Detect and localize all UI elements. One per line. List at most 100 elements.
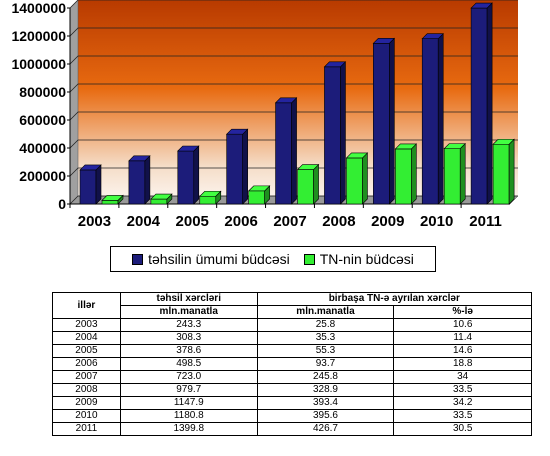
y-tick-label: 1000000 (11, 56, 66, 72)
table-row: 2010 1180.8 395.6 33.5 (52, 409, 532, 423)
bar-side (508, 138, 515, 205)
table-row: 2003 243.3 25.8 10.6 (52, 318, 532, 332)
bar-total-budget (323, 61, 347, 205)
bar-top (274, 97, 298, 104)
bar-top (247, 185, 271, 192)
y-tick-label: 0 (58, 196, 66, 212)
bar-front (177, 150, 195, 205)
cell-tn-percent: 18.8 (393, 357, 532, 371)
bar-side (313, 163, 319, 205)
cell-edu-expense: 378.6 (119, 344, 258, 358)
x-tick-label: 2011 (469, 213, 502, 230)
legend-swatch-total (132, 253, 144, 265)
bar-total-budget (470, 2, 493, 205)
cell-year: 2011 (52, 422, 121, 436)
table-header-row: illər təhsil xərcləri birbaşa TN-ə ayrıl… (52, 292, 533, 319)
table-row: 2005 378.6 55.3 14.6 (52, 344, 532, 358)
bar-tn-budget (296, 163, 320, 205)
bar-front (421, 38, 439, 205)
x-tick-label: 2004 (127, 213, 161, 230)
chart-legend: təhsilin ümumi büdcəsi TN-nin büdcəsi (110, 246, 436, 272)
bar-front (101, 200, 119, 205)
bar-front (275, 102, 292, 205)
cell-tn-expense: 328.9 (256, 383, 395, 397)
bar-tn-budget (394, 143, 418, 205)
x-axis: 2003 2004 2005 2006 2007 2008 2009 2010 2011 (69, 203, 510, 230)
cell-year: 2005 (52, 344, 121, 358)
cell-tn-expense: 93.7 (256, 357, 395, 371)
x-tick-label: 2007 (273, 213, 306, 230)
bar-side (437, 32, 444, 205)
bar-front (199, 195, 217, 205)
y-tick-label: 1400000 (11, 0, 66, 16)
cell-year: 2010 (52, 409, 121, 423)
bars (79, 2, 515, 205)
bar-tn-budget (199, 190, 222, 205)
bar-total-budget (421, 32, 444, 205)
legend-item-tn: TN-nin büdcəsi (303, 251, 414, 267)
y-tick-label: 800000 (19, 84, 66, 100)
cell-year: 2007 (52, 370, 121, 384)
bar-top (394, 143, 418, 150)
bar-tn-budget (247, 185, 271, 205)
table-row: 2008 979.7 328.9 33.5 (52, 383, 532, 397)
cell-tn-percent: 34.2 (393, 396, 532, 410)
bar-side (389, 37, 395, 205)
grid-line (69, 195, 518, 205)
cell-edu-expense: 308.3 (119, 331, 258, 345)
cell-year: 2009 (52, 396, 121, 410)
bar-tn-budget (150, 193, 173, 205)
data-table: illər təhsil xərcləri birbaşa TN-ə ayrıl… (52, 292, 533, 436)
bar-top (345, 152, 369, 159)
table-subheader-row: mln.manatla mln.manatla %-lə (53, 305, 532, 319)
x-tick-label: 2005 (176, 213, 209, 230)
cell-edu-expense: 979.7 (119, 383, 258, 397)
grid-line (69, 27, 518, 37)
bar-side (340, 61, 346, 205)
x-tick-label: 2009 (371, 213, 404, 230)
grid-line (69, 111, 518, 121)
cell-tn-expense: 395.6 (256, 409, 395, 423)
cell-tn-percent: 11.4 (393, 331, 532, 345)
cell-year: 2004 (52, 331, 121, 345)
bar-total-budget (79, 164, 102, 205)
plot-side-wall (69, 0, 79, 205)
bar-top (128, 155, 151, 162)
x-tick-label: 2008 (322, 213, 355, 230)
cell-edu-expense: 498.5 (119, 357, 258, 371)
y-tick-label: 1200000 (11, 28, 66, 44)
bar-total-budget (225, 128, 249, 205)
subheader-edu-unit: mln.manatla (119, 305, 258, 319)
bar-front (324, 66, 341, 205)
cell-tn-percent: 10.6 (393, 318, 532, 332)
cell-year: 2003 (52, 318, 121, 332)
bar-tn-budget (345, 152, 369, 205)
cell-year: 2006 (52, 357, 121, 371)
bar-top (492, 138, 515, 145)
cell-edu-expense: 1180.8 (119, 409, 258, 423)
bar-side (486, 2, 493, 205)
bar-side (144, 155, 151, 205)
subheader-pct-unit: %-lə (393, 305, 532, 319)
bar-tn-budget (443, 142, 466, 205)
legend-label-total: təhsilin ümumi büdcəsi (148, 251, 290, 267)
grid-line (69, 0, 518, 9)
grid-line (69, 139, 518, 149)
bar-total-budget (274, 97, 298, 205)
bar-side (411, 143, 417, 205)
bar-top (372, 37, 396, 44)
y-tick-label: 600000 (19, 112, 66, 128)
cell-year: 2008 (52, 383, 121, 397)
bar-side (193, 145, 200, 205)
table-row: 2006 498.5 93.7 18.8 (52, 357, 532, 371)
bar-top (150, 193, 173, 200)
cell-edu-expense: 1147.9 (119, 396, 258, 410)
bar-side (459, 142, 466, 205)
cell-tn-expense: 55.3 (256, 344, 395, 358)
cell-tn-expense: 426.7 (256, 422, 395, 436)
y-tick-label: 400000 (19, 140, 66, 156)
bar-top (79, 164, 102, 171)
bar-front (395, 148, 412, 205)
bar-top (296, 164, 320, 170)
x-tick-label: 2010 (420, 213, 453, 230)
